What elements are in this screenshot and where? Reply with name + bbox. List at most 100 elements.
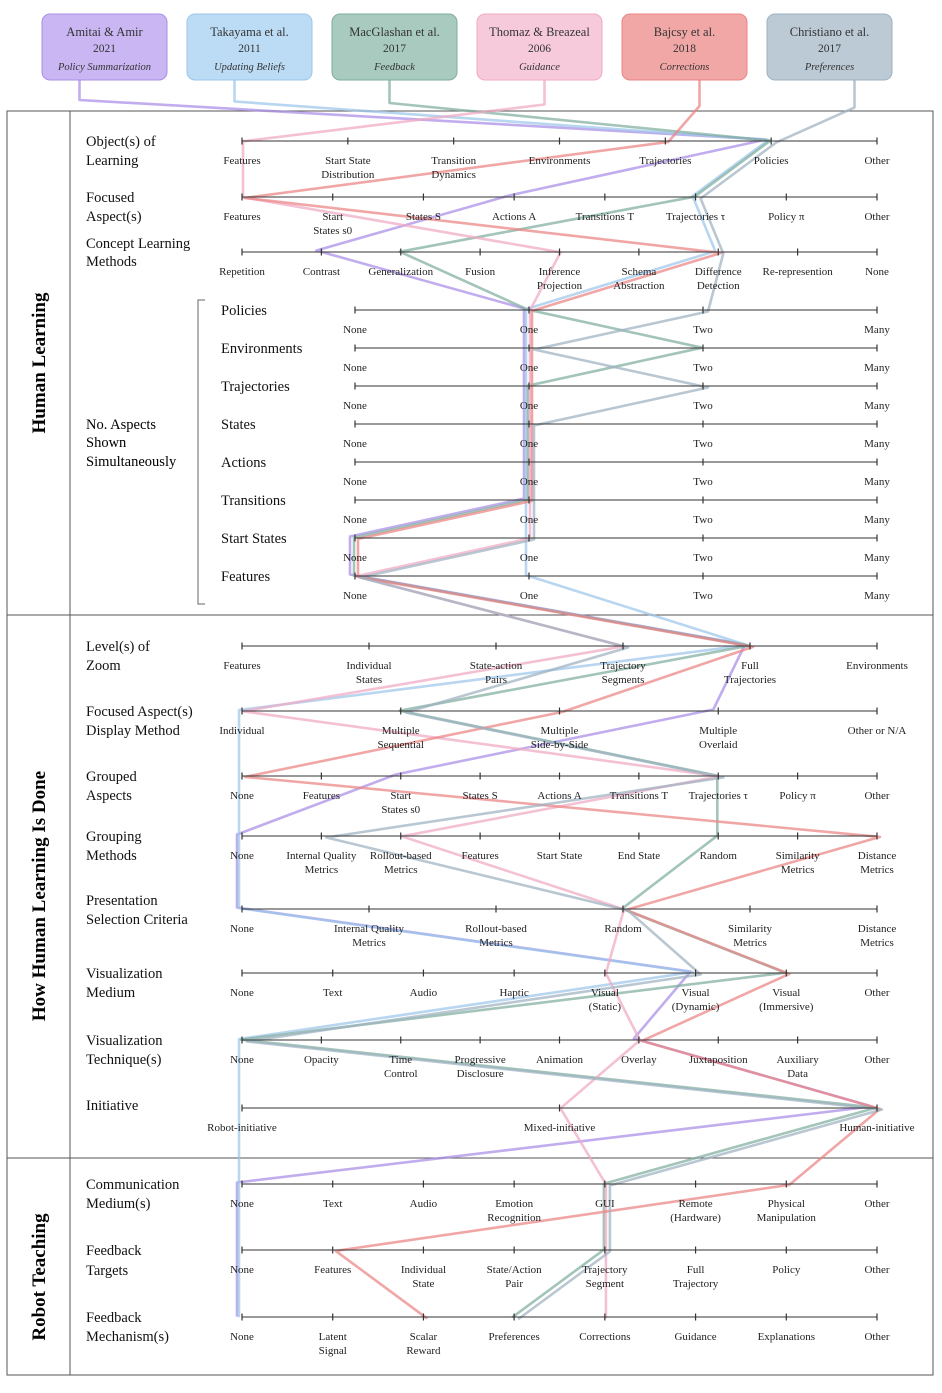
dimension-label: Communication xyxy=(86,1177,180,1193)
axis-value-label: Features xyxy=(303,790,340,802)
axis-value-label: State/Action xyxy=(487,1264,542,1276)
axis-value-label: None xyxy=(343,324,367,336)
paper-year: 2021 xyxy=(93,43,116,55)
paper-card: Amitai & Amir 2021 Policy Summarization xyxy=(41,13,168,81)
dimension-label: Presentation xyxy=(86,893,158,909)
dimension-axis: None Opacity Time Control Progressive Disclos… xyxy=(230,1036,890,1080)
paper-year: 2018 xyxy=(673,43,696,55)
axis-value-label: Many xyxy=(864,400,890,412)
axis-value-label: Guidance xyxy=(674,1331,716,1343)
dimension-label: Medium(s) xyxy=(86,1196,151,1212)
axis-value-label: Scalar xyxy=(410,1331,438,1343)
axis-value-label: Text xyxy=(323,1198,342,1210)
axis-value-label: (Hardware) xyxy=(670,1212,721,1224)
dimension-label: Aspect(s) xyxy=(86,209,142,225)
dimension-axis: None Features Individual State State/Action P… xyxy=(230,1246,890,1290)
axis-value-label: Robot-initiative xyxy=(207,1122,277,1134)
axis-value-label: Mixed-initiative xyxy=(524,1122,596,1134)
axis-value-label: None xyxy=(343,476,367,488)
axis-value-label: One xyxy=(520,476,538,488)
axis-value-label: State xyxy=(412,1278,434,1290)
axis-value-label: None xyxy=(343,590,367,602)
axis-value-label: Corrections xyxy=(579,1331,630,1343)
axis-value-label: Features xyxy=(223,211,260,223)
axis-value-label: Other xyxy=(864,790,889,802)
dimension-axis: None One Two Many xyxy=(343,306,890,336)
dimension-axis: None One Two Many xyxy=(343,382,890,412)
axis-value-label: Haptic xyxy=(499,987,528,999)
dimension-label: Environments xyxy=(221,341,303,357)
axis-value-label: Disclosure xyxy=(457,1068,504,1080)
axis-value-label: Other xyxy=(864,211,889,223)
dimension-label: Initiative xyxy=(86,1098,138,1114)
axis-value-label: Many xyxy=(864,476,890,488)
axis-value-label: Other xyxy=(864,1054,889,1066)
dimension-label: Actions xyxy=(221,455,266,471)
paper-card: Thomaz & Breazeal 2006 Guidance xyxy=(476,13,603,81)
axis-value-label: One xyxy=(520,552,538,564)
axis-value-label: Projection xyxy=(537,280,583,292)
section-title-human-learning: Human Learning xyxy=(29,292,50,433)
axis-value-label: Re-represention xyxy=(763,266,834,278)
axis-value-label: States s0 xyxy=(381,804,420,816)
axis-value-label: None xyxy=(230,1331,254,1343)
axis-value-label: Random xyxy=(700,850,738,862)
axis-value-label: Auxiliary xyxy=(777,1054,820,1066)
axis-value-label: Overlaid xyxy=(699,739,738,751)
axis-value-label: Individual xyxy=(346,660,391,672)
axis-value-label: Generalization xyxy=(368,266,433,278)
axis-value-label: Control xyxy=(384,1068,418,1080)
axis-value-label: Preferences xyxy=(488,1331,539,1343)
axis-value-label: Metrics xyxy=(305,864,339,876)
axis-value-label: Other xyxy=(864,987,889,999)
axis-value-label: One xyxy=(520,362,538,374)
section-titles: Human Learning How Human Learning Is Don… xyxy=(29,292,50,1341)
axis-value-label: Start State xyxy=(537,850,583,862)
axis-value-label: Individual xyxy=(401,1264,446,1276)
axis-value-label: Juxtaposition xyxy=(689,1054,748,1066)
axis-value-label: Transitions T xyxy=(576,211,635,223)
axis-value-label: Features xyxy=(461,850,498,862)
axis-value-label: Individual xyxy=(219,725,264,737)
axis-value-label: Start State xyxy=(325,155,371,167)
axis-value-label: Rollout-based xyxy=(465,923,527,935)
axis-value-label: Two xyxy=(693,514,713,526)
axis-value-label: Fusion xyxy=(465,266,495,278)
axis-value-label: Abstraction xyxy=(613,280,665,292)
axis-value-label: Visual xyxy=(682,987,710,999)
axis-value-label: Explanations xyxy=(758,1331,815,1343)
axis-value-label: States S xyxy=(406,211,441,223)
axis-value-label: Many xyxy=(864,438,890,450)
axis-value-label: Environments xyxy=(846,660,908,672)
axis-value-label: Similarity xyxy=(728,923,773,935)
axis-value-label: Trajectory xyxy=(582,1264,628,1276)
axis-value-label: Overlay xyxy=(621,1054,657,1066)
dimension-labels: Object(s) of Learning Focused Aspect(s) Conc… xyxy=(86,134,303,1345)
paper-tag: Feedback xyxy=(373,62,415,73)
paper-year: 2006 xyxy=(528,43,551,55)
dimension-label: Medium xyxy=(86,985,136,1001)
axis-value-label: (Immersive) xyxy=(759,1001,814,1013)
axis-value-label: Other xyxy=(864,1264,889,1276)
axis-value-label: Metrics xyxy=(860,864,894,876)
dimension-label: Transitions xyxy=(221,493,286,509)
axis-value-label: Human-initiative xyxy=(839,1122,914,1134)
axis-value-label: None xyxy=(343,552,367,564)
dimension-label: Focused Aspect(s) xyxy=(86,704,193,720)
axis-value-label: (Dynamic) xyxy=(672,1001,720,1013)
axis-value-label: Multiple xyxy=(382,725,420,737)
dimension-label: Focused xyxy=(86,190,135,206)
axis-value-label: One xyxy=(520,438,538,450)
aspects-bracket: No. Aspects Shown Simultaneously xyxy=(86,299,205,605)
axis-value-label: Start xyxy=(390,790,411,802)
axis-value-label: Policy xyxy=(772,1264,801,1276)
axis-value-label: Latent xyxy=(319,1331,347,1343)
axis-value-label: Distance xyxy=(858,850,897,862)
dimension-axis: None Text Audio Haptic Visual (Static) Visual (… xyxy=(230,969,890,1013)
axis-value-label: None xyxy=(230,850,254,862)
paper-year: 2011 xyxy=(238,43,261,55)
axis-value-label: States s0 xyxy=(313,225,352,237)
dimension-axis: None Internal Quality Metrics Rollout-based… xyxy=(230,905,896,949)
paper-path xyxy=(245,78,884,1320)
axis-value-label: State-action xyxy=(470,660,523,672)
